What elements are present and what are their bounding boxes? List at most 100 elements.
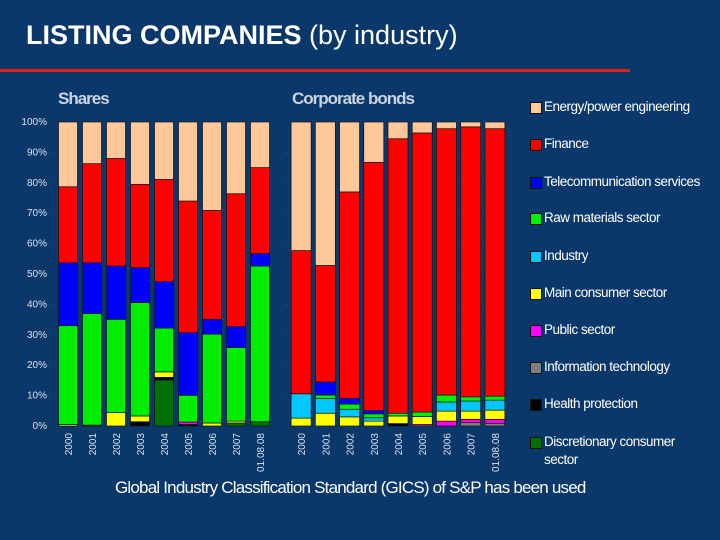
bar-segment [460, 418, 482, 424]
legend-swatch [530, 102, 542, 114]
bar-segment [460, 396, 482, 402]
y-tick-label: 60% [27, 239, 47, 250]
bar-segment [130, 302, 150, 417]
legend-label: Public sector [544, 322, 615, 337]
bar-segment [314, 394, 336, 399]
bar-segment [387, 415, 409, 424]
bar-segment [314, 381, 336, 396]
y-tick-label: 30% [27, 330, 47, 341]
bar-segment [202, 333, 222, 424]
bar-segment [484, 128, 506, 397]
legend-label: Health protection [544, 396, 638, 411]
bar-segment [387, 121, 409, 140]
bar-segment [130, 183, 150, 268]
bar-segment [226, 422, 246, 427]
bar-segment [387, 412, 409, 417]
x-tick-label: 2006 [208, 433, 219, 456]
y-tick-label: 50% [27, 269, 47, 280]
bar-segment [314, 412, 336, 427]
bar-segment [202, 422, 222, 427]
bar-segment [226, 193, 246, 327]
bar-segment [484, 395, 506, 401]
bar-segment [82, 262, 102, 314]
bar-segment [290, 393, 312, 419]
bar-segment [106, 412, 126, 427]
x-tick-label: 2000 [64, 433, 75, 456]
bar-segment [250, 121, 270, 168]
title-underline [0, 69, 630, 72]
bar-segment [106, 318, 126, 413]
bar-segment [314, 265, 336, 383]
bar-segment [106, 158, 126, 267]
bar-segment [436, 410, 457, 422]
bar-segment [363, 413, 385, 419]
bar-segment [339, 121, 360, 193]
bar-segment [202, 210, 222, 320]
bar-segment [460, 121, 482, 128]
bar-segment [436, 394, 457, 403]
bar-segment [178, 332, 198, 396]
bar-segment [106, 121, 126, 159]
bar-segment [363, 162, 385, 411]
legend-label: Industry [544, 248, 589, 263]
bar-segment [250, 167, 270, 254]
bar-segment [106, 265, 126, 320]
legend-label: Finance [544, 136, 589, 151]
y-tick-label: 70% [27, 208, 47, 219]
bar-segment [82, 163, 102, 264]
bar-segment [460, 422, 482, 427]
bar-segment [82, 121, 102, 164]
bar-segment [387, 138, 409, 414]
y-tick-label: 100% [21, 117, 47, 128]
bar-segment [411, 121, 433, 134]
legend-label: Main consumer sector [544, 285, 667, 300]
bar-segment [460, 400, 482, 412]
bar-segment [290, 250, 312, 395]
x-tick-label: 2005 [418, 433, 429, 456]
bar-segment [154, 371, 174, 378]
bar-segment [484, 121, 506, 130]
x-tick-label: 2006 [442, 433, 453, 456]
bar-segment [314, 398, 336, 414]
legend-swatch [530, 399, 542, 411]
bar-segment [202, 318, 222, 335]
bar-segment [130, 121, 150, 185]
legend-label: Telecommunication services [544, 174, 700, 189]
y-tick-label: 0% [33, 421, 48, 432]
bar-segment [82, 313, 102, 426]
x-tick-label: 2007 [467, 433, 478, 456]
y-tick-label: 90% [27, 147, 47, 158]
bar-segment [436, 128, 457, 396]
bar-segment [460, 410, 482, 420]
bar-segment [484, 418, 506, 424]
legend-label: Discretionary consumer sector [544, 434, 675, 467]
x-tick-label: 2002 [346, 433, 357, 456]
bar-segment [436, 420, 457, 427]
x-tick-label: 2004 [160, 433, 171, 456]
bar-segment [178, 421, 198, 425]
bar-segment [460, 126, 482, 398]
legend-swatch [530, 213, 542, 225]
bar-segment [436, 121, 457, 130]
x-tick-label: 2000 [297, 433, 308, 456]
bar-segment [58, 325, 78, 425]
legend-label: Information technology [544, 359, 670, 374]
x-tick-label: 01.08.08 [256, 433, 267, 472]
legend-swatch [530, 288, 542, 300]
bar-segment [339, 408, 360, 418]
bonds-chart-title: Corporate bonds [292, 89, 415, 108]
y-tick-label: 40% [27, 299, 47, 310]
bar-segment [154, 379, 174, 427]
y-tick-label: 80% [27, 178, 47, 189]
bar-segment [290, 417, 312, 427]
slide-title: LISTING COMPANIES (by industry) [26, 20, 458, 51]
bar-segment [226, 347, 246, 422]
x-tick-label: 2007 [232, 433, 243, 456]
bar-segment [154, 327, 174, 373]
bar-segment [154, 121, 174, 180]
bar-segment [250, 421, 270, 427]
y-tick-label: 10% [27, 391, 47, 402]
bar-segment [178, 121, 198, 202]
x-tick-label: 01.08.08 [491, 433, 502, 472]
legend-swatch [530, 437, 542, 449]
